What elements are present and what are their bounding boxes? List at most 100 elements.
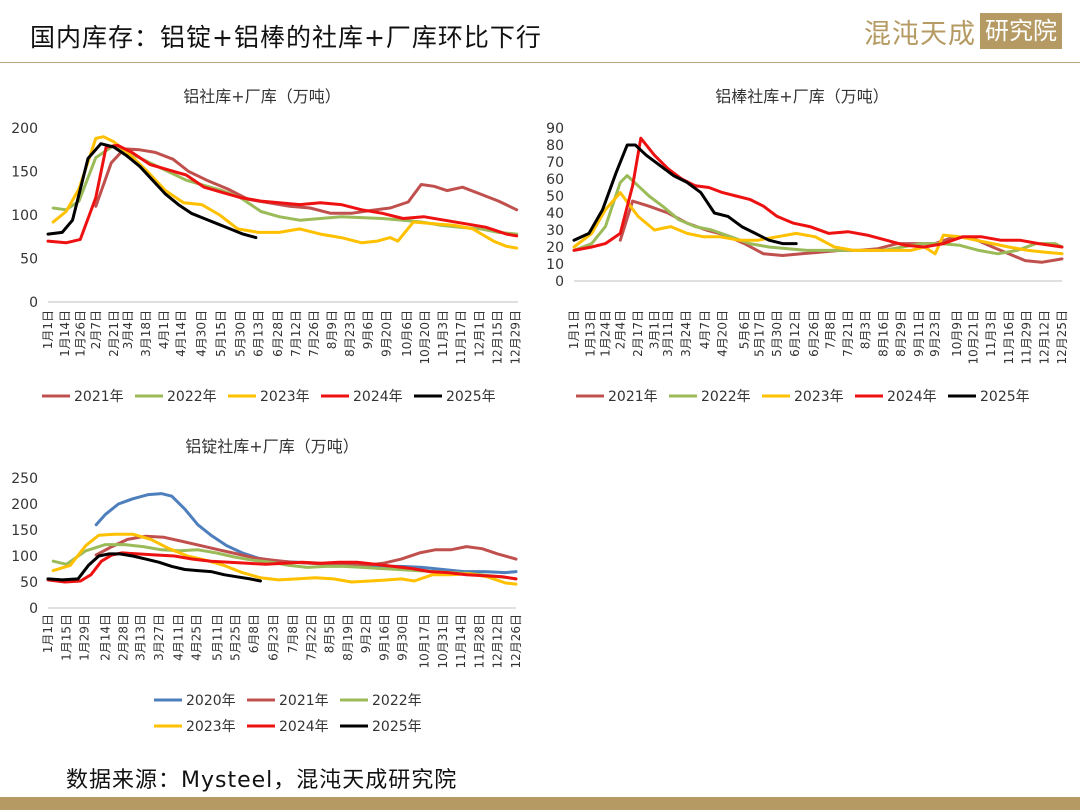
legend-label: 2023年 [260, 389, 310, 405]
legend-label: 2020年 [186, 693, 236, 709]
legend-label: 2024年 [887, 389, 937, 405]
x-tick-label: 9月6日 [361, 310, 375, 349]
x-tick-label: 10月17日 [418, 614, 432, 669]
x-tick-label: 12月25日 [1055, 310, 1069, 365]
x-tick-label: 10月21日 [966, 310, 980, 365]
x-tick-label: 12月15日 [490, 310, 504, 365]
x-tick-label: 8月3日 [859, 310, 873, 349]
series-line-2023年 [572, 191, 1064, 256]
x-tick-label: 11月14日 [454, 614, 468, 669]
x-tick-label: 5月30日 [233, 310, 247, 357]
page-title: 国内库存：铝锭+铝棒的社库+厂库环比下行 [30, 23, 542, 52]
y-tick-label: 0 [29, 295, 38, 311]
x-tick-label: 2月21日 [107, 310, 121, 357]
series-line-2025年 [572, 143, 798, 246]
series-line-2022年 [572, 174, 1064, 256]
series-line-2024年 [572, 136, 1064, 252]
y-tick-label: 90 [546, 121, 564, 137]
series-line-2025年 [46, 142, 258, 240]
brand-logo: 混沌天成 研究院 [864, 8, 1062, 54]
x-tick-label: 4月7日 [698, 310, 712, 349]
legend-label: 2021年 [608, 389, 658, 405]
x-tick-label: 9月23日 [928, 310, 942, 357]
legend-label: 2025年 [446, 389, 496, 405]
x-tick-label: 2月28日 [117, 614, 131, 661]
x-tick-label: 1月13日 [583, 310, 597, 357]
x-tick-label: 6月26日 [807, 310, 821, 357]
x-tick-label: 1月14日 [58, 310, 72, 357]
legend-label: 2023年 [794, 389, 844, 405]
x-tick-label: 4月1日 [157, 310, 171, 349]
brand-box: 研究院 [980, 13, 1062, 49]
x-tick-label: 12月12日 [491, 614, 505, 669]
x-tick-label: 10月20日 [418, 310, 432, 365]
x-tick-label: 3月27日 [152, 614, 166, 661]
x-tick-label: 11月3日 [984, 310, 998, 357]
x-tick-label: 10月31日 [436, 614, 450, 669]
legend-label: 2022年 [372, 693, 422, 709]
y-tick-label: 40 [546, 206, 564, 222]
x-tick-label: 1月24日 [598, 310, 612, 357]
x-tick-label: 9月2日 [359, 614, 373, 653]
x-tick-label: 8月23日 [343, 310, 357, 357]
x-tick-label: 6月12日 [788, 310, 802, 357]
chart-aluminum-ingot-inventory: 铝锭社库+厂库（万吨） 0 50 100 150 200 250 1月1日 1月15日 1月29日… [11, 437, 523, 735]
chart-aluminum-total-inventory: 铝社库+厂库（万吨） 0 50 100 150 200 1月1日 1月14日 1月26日 2月7日… [11, 87, 522, 405]
x-tick-label: 3月18日 [139, 310, 153, 357]
header: 国内库存：铝锭+铝棒的社库+厂库环比下行 混沌天成 研究院 [0, 0, 1080, 63]
y-tick-label: 100 [11, 549, 38, 565]
x-tick-label: 11月16日 [1002, 310, 1016, 365]
x-tick-label: 8月16日 [876, 310, 890, 357]
x-tick-label: 7月21日 [841, 310, 855, 357]
x-tick-label: 3月24日 [679, 310, 693, 357]
x-tick-label: 5月30日 [770, 310, 784, 357]
series-line-2024年 [46, 143, 519, 245]
x-tick-label: 8月9日 [325, 310, 339, 349]
data-source-note: 数据来源：Mysteel，混沌天成研究院 [66, 768, 458, 793]
x-tick-label: 8月5日 [323, 614, 337, 653]
legend-label: 2025年 [980, 389, 1030, 405]
footer-bar [0, 797, 1080, 810]
x-tick-label: 9月20日 [379, 310, 393, 357]
y-tick-label: 60 [546, 172, 564, 188]
x-tick-label: 6月23日 [267, 614, 281, 661]
y-tick-label: 200 [11, 497, 38, 513]
y-tick-label: 50 [20, 575, 38, 591]
legend-label: 2024年 [353, 389, 403, 405]
legend-label: 2022年 [167, 389, 217, 405]
x-tick-label: 1月15日 [59, 614, 73, 661]
y-tick-label: 150 [11, 165, 38, 181]
x-tick-label: 4月25日 [190, 614, 204, 661]
x-tick-label: 5月17日 [752, 310, 766, 357]
y-tick-label: 100 [11, 208, 38, 224]
x-tick-label: 10月9日 [950, 310, 964, 357]
x-tick-label: 6月28日 [271, 310, 285, 357]
x-tick-label: 4月20日 [716, 310, 730, 357]
x-tick-label: 12月12日 [1037, 310, 1051, 365]
x-tick-label: 7月8日 [286, 614, 300, 653]
x-tick-label: 3月4日 [121, 310, 135, 349]
header-divider [0, 62, 1080, 63]
x-tick-label: 11月3日 [436, 310, 450, 357]
x-tick-label: 10月6日 [400, 310, 414, 357]
x-tick-label: 3月1日 [647, 310, 661, 349]
x-tick-label: 5月25日 [229, 614, 243, 661]
x-tick-label: 8月19日 [341, 614, 355, 661]
y-tick-label: 10 [546, 257, 564, 273]
x-tick-label: 2月4日 [613, 310, 627, 349]
x-tick-label: 12月29日 [508, 310, 522, 365]
y-tick-label: 30 [546, 223, 564, 239]
x-tick-label: 2月7日 [89, 310, 103, 349]
chart-title: 铝社库+厂库（万吨） [183, 87, 340, 106]
x-tick-label: 12月26日 [509, 614, 523, 669]
series-line-2021年 [94, 147, 519, 215]
x-tick-label: 1月26日 [73, 310, 87, 357]
x-tick-label: 7月22日 [304, 614, 318, 661]
y-tick-label: 70 [546, 155, 564, 171]
series-line-2023年 [51, 135, 519, 250]
x-tick-label: 4月30日 [195, 310, 209, 357]
y-tick-label: 0 [555, 274, 564, 290]
y-tick-label: 50 [20, 252, 38, 268]
x-tick-label: 3月13日 [134, 614, 148, 661]
